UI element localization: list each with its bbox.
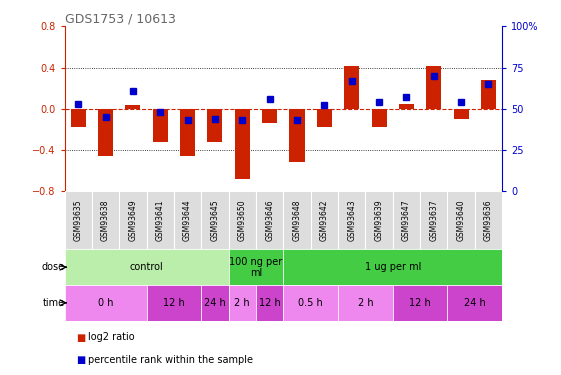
Text: GSM93648: GSM93648 — [292, 200, 301, 241]
Text: GSM93635: GSM93635 — [73, 200, 82, 241]
Bar — [146, 285, 201, 321]
Text: ■: ■ — [76, 355, 85, 365]
Bar — [65, 191, 92, 249]
Bar — [201, 191, 229, 249]
Bar — [365, 191, 393, 249]
Text: GSM93645: GSM93645 — [210, 200, 219, 241]
Text: GSM93640: GSM93640 — [457, 200, 466, 241]
Bar — [256, 191, 283, 249]
Bar — [338, 285, 393, 321]
Text: 24 h: 24 h — [204, 298, 226, 308]
Text: ■: ■ — [76, 333, 85, 342]
Text: 0 h: 0 h — [98, 298, 113, 308]
Text: GSM93647: GSM93647 — [402, 200, 411, 241]
Bar — [234, 109, 250, 179]
Text: GSM93643: GSM93643 — [347, 200, 356, 241]
Text: 100 ng per
ml: 100 ng per ml — [229, 257, 283, 278]
Bar — [448, 191, 475, 249]
Bar — [283, 285, 338, 321]
Bar — [71, 109, 86, 128]
Text: 12 h: 12 h — [163, 298, 185, 308]
Bar — [65, 285, 146, 321]
Bar — [311, 191, 338, 249]
Text: log2 ratio: log2 ratio — [88, 333, 135, 342]
Bar — [262, 109, 277, 123]
Bar — [481, 80, 496, 109]
Text: 0.5 h: 0.5 h — [298, 298, 323, 308]
Bar — [289, 109, 305, 162]
Text: control: control — [130, 262, 163, 272]
Text: GSM93636: GSM93636 — [484, 200, 493, 241]
Bar — [174, 191, 201, 249]
Text: 12 h: 12 h — [259, 298, 280, 308]
Bar — [393, 285, 447, 321]
Text: time: time — [43, 298, 65, 308]
Bar — [344, 66, 359, 109]
Text: GSM93646: GSM93646 — [265, 200, 274, 241]
Bar — [475, 191, 502, 249]
Bar — [98, 109, 113, 156]
Bar — [146, 191, 174, 249]
Bar — [180, 109, 195, 156]
Bar — [371, 109, 387, 128]
Bar — [201, 285, 229, 321]
Text: 2 h: 2 h — [357, 298, 373, 308]
Bar — [119, 191, 146, 249]
Text: 12 h: 12 h — [409, 298, 431, 308]
Text: GSM93638: GSM93638 — [101, 200, 110, 241]
Text: 1 ug per ml: 1 ug per ml — [365, 262, 421, 272]
Bar — [420, 191, 448, 249]
Bar — [399, 104, 414, 109]
Bar — [338, 191, 365, 249]
Bar — [153, 109, 168, 142]
Text: GSM93644: GSM93644 — [183, 200, 192, 241]
Text: GSM93641: GSM93641 — [156, 200, 165, 241]
Bar — [426, 66, 442, 109]
Text: GSM93649: GSM93649 — [128, 200, 137, 241]
Text: GDS1753 / 10613: GDS1753 / 10613 — [65, 12, 176, 25]
Text: GSM93637: GSM93637 — [429, 200, 438, 241]
Bar — [229, 249, 283, 285]
Text: GSM93642: GSM93642 — [320, 200, 329, 241]
Bar — [256, 285, 283, 321]
Bar — [229, 191, 256, 249]
Bar — [65, 249, 229, 285]
Text: dose: dose — [42, 262, 65, 272]
Text: 2 h: 2 h — [234, 298, 250, 308]
Bar — [393, 191, 420, 249]
Bar — [283, 191, 311, 249]
Bar — [125, 105, 140, 109]
Text: GSM93639: GSM93639 — [375, 200, 384, 241]
Text: GSM93650: GSM93650 — [238, 200, 247, 241]
Bar — [92, 191, 119, 249]
Bar — [208, 109, 223, 142]
Bar — [448, 285, 502, 321]
Text: 24 h: 24 h — [464, 298, 486, 308]
Bar — [229, 285, 256, 321]
Bar — [317, 109, 332, 128]
Bar — [453, 109, 468, 119]
Bar — [283, 249, 502, 285]
Text: percentile rank within the sample: percentile rank within the sample — [88, 355, 253, 365]
